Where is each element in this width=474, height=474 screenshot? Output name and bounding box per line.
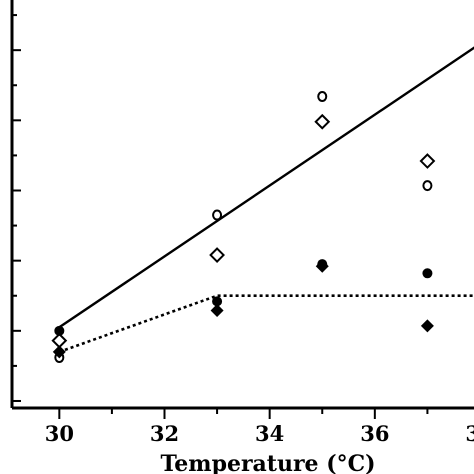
filled-diamond-point-2: [315, 259, 329, 273]
axes-group: [10, 0, 474, 419]
x-axis-title: Temperature (°C): [160, 451, 375, 474]
x-tick-label-2: 34: [255, 421, 284, 446]
labels-group: 30 32 34 36 38: [45, 421, 474, 446]
lines-group: [58, 46, 474, 354]
open-diamond-point-1: [209, 247, 225, 263]
x-tick-label-0: 30: [45, 421, 74, 446]
dotted-trend-line: [58, 294, 474, 354]
open-circle-point-2: [317, 90, 328, 102]
points-group: [51, 90, 436, 363]
solid-trend-line: [58, 46, 474, 329]
filled-circle-point-3: [422, 268, 433, 279]
open-diamond-point-0: [51, 332, 68, 349]
x-tick-label-4: 38: [465, 421, 474, 446]
open-diamond-point-2: [314, 113, 331, 130]
filled-diamond-point-3: [420, 319, 434, 333]
filled-circle-point-1: [212, 296, 223, 307]
open-circle-point-3: [422, 180, 433, 192]
open-diamond-point-3: [419, 153, 436, 169]
x-tick-label-3: 36: [360, 421, 389, 446]
open-circle-point-1: [212, 209, 223, 221]
filled-circle-point-0: [54, 325, 65, 336]
filled-diamond-point-1: [210, 303, 224, 317]
filled-diamond-point-0: [52, 345, 66, 359]
x-tick-label-1: 32: [150, 421, 179, 446]
